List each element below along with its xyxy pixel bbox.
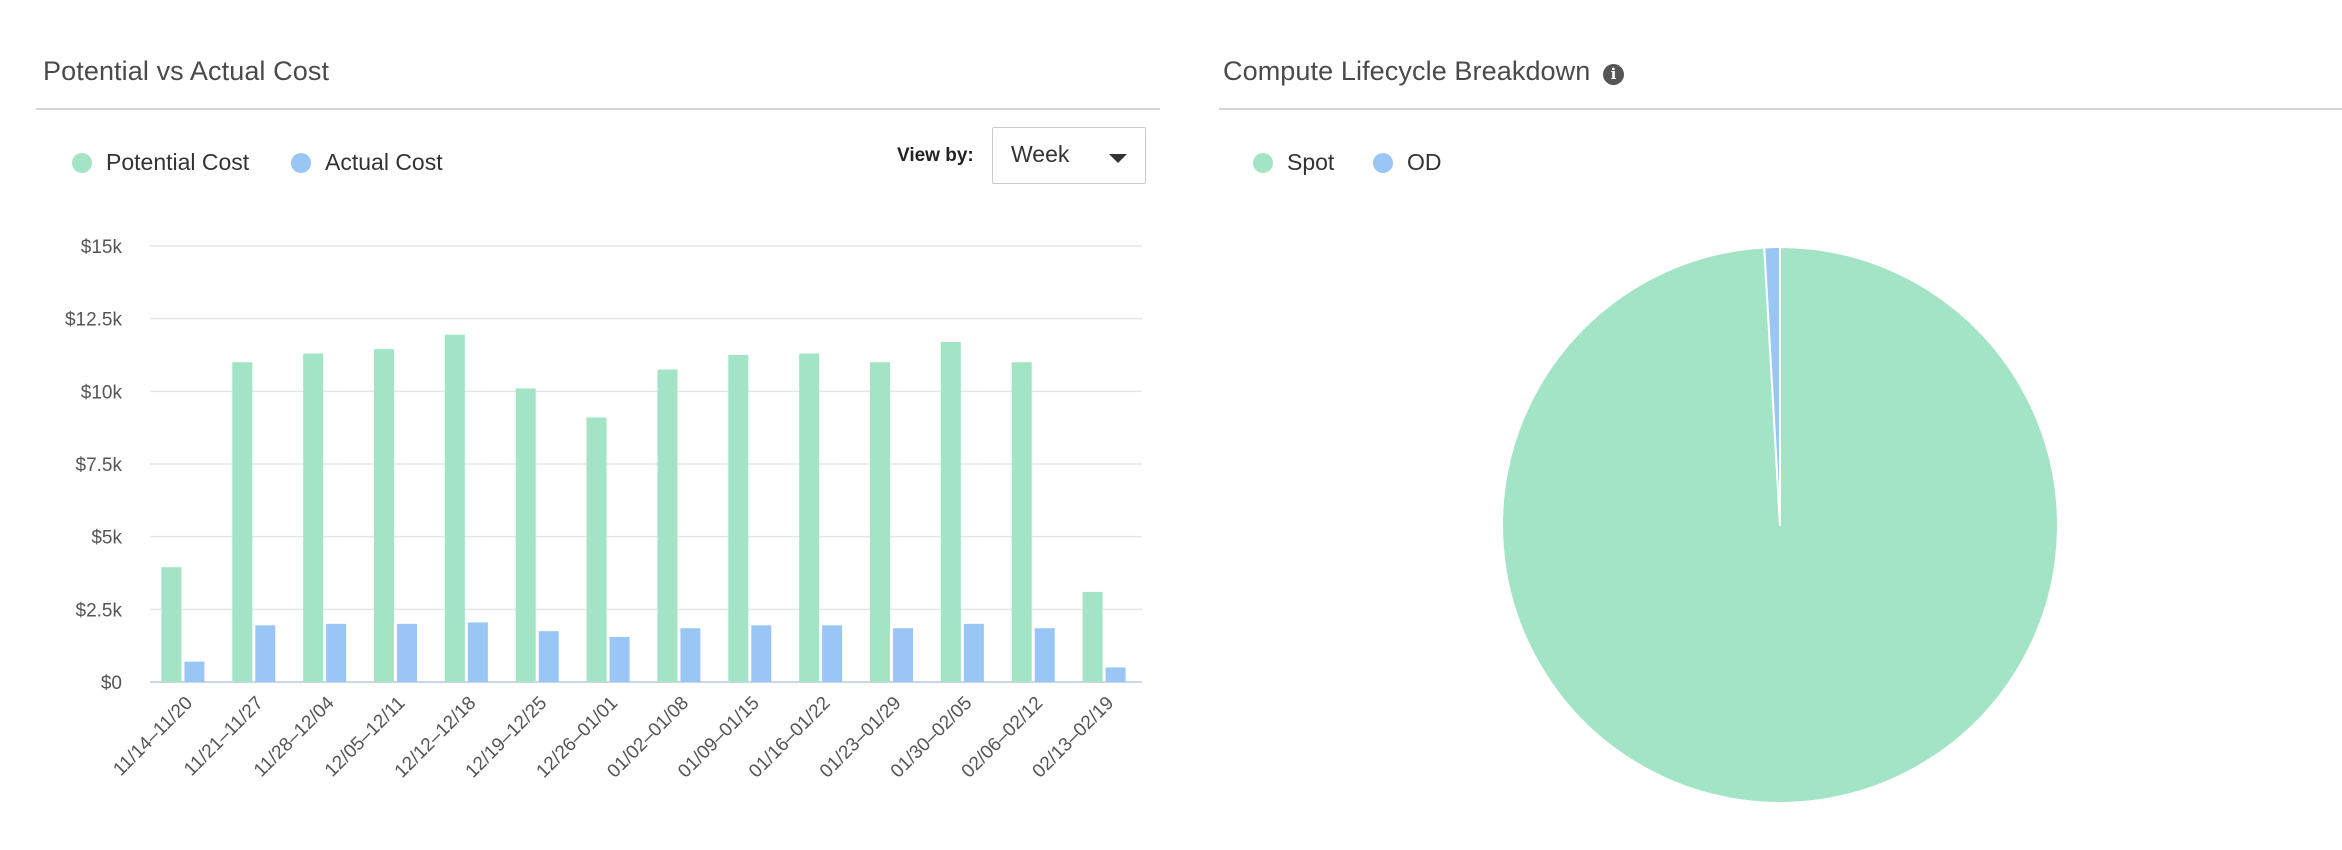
legend-actual-dot (291, 152, 311, 173)
actual-cost-bar[interactable] (822, 625, 843, 682)
cost-chart-divider (36, 108, 1160, 110)
y-tick-label: $10k (81, 382, 123, 403)
potential-cost-bar[interactable] (161, 567, 182, 682)
y-tick-label: $15k (81, 237, 123, 258)
legend-spot-dot (1253, 152, 1273, 173)
potential-cost-bar[interactable] (444, 334, 465, 682)
actual-cost-bar[interactable] (1034, 628, 1055, 682)
legend-od-label: OD (1407, 149, 1442, 175)
actual-cost-bar[interactable] (326, 623, 347, 682)
cost-bar-chart: $0$2.5k$5k$7.5k$10k$12.5k$15k11/14–11/20… (65, 237, 1142, 782)
legend-potential-cost[interactable]: Potential Cost (72, 149, 249, 176)
legend-actual-label: Actual Cost (325, 149, 443, 175)
potential-cost-bar[interactable] (586, 417, 607, 682)
od-slice[interactable] (1763, 246, 1781, 526)
potential-cost-bar[interactable] (657, 369, 678, 682)
y-tick-label: $7.5k (76, 455, 123, 476)
cost-chart-title: Potential vs Actual Cost (43, 56, 330, 86)
legend-spot[interactable]: Spot (1253, 149, 1334, 176)
potential-cost-bar[interactable] (1011, 362, 1032, 682)
actual-cost-bar[interactable] (963, 623, 984, 682)
y-tick-label: $5k (91, 528, 122, 549)
potential-cost-bar[interactable] (303, 353, 324, 682)
actual-cost-bar[interactable] (680, 628, 701, 682)
potential-cost-bar[interactable] (799, 353, 820, 682)
actual-cost-bar[interactable] (1105, 667, 1126, 682)
potential-cost-bar[interactable] (870, 362, 890, 682)
lifecycle-chart-divider (1219, 108, 2342, 110)
legend-potential-label: Potential Cost (106, 149, 250, 175)
actual-cost-bar[interactable] (609, 636, 630, 682)
actual-cost-bar[interactable] (397, 623, 417, 682)
legend-od[interactable]: OD (1373, 149, 1442, 176)
legend-potential-dot (72, 152, 92, 173)
info-icon[interactable]: i (1603, 64, 1624, 85)
potential-cost-bar[interactable] (1082, 591, 1103, 682)
legend-actual-cost[interactable]: Actual Cost (291, 149, 443, 176)
potential-cost-bar[interactable] (374, 349, 394, 682)
view-by-select[interactable]: Week (992, 127, 1146, 184)
y-tick-label: $0 (101, 673, 122, 694)
actual-cost-bar[interactable] (467, 622, 488, 682)
actual-cost-bar[interactable] (255, 625, 276, 682)
legend-spot-label: Spot (1287, 149, 1335, 175)
potential-cost-bar[interactable] (728, 355, 749, 682)
actual-cost-bar[interactable] (184, 661, 205, 682)
view-by-value: Week (1011, 141, 1070, 167)
potential-cost-bar[interactable] (232, 362, 253, 682)
actual-cost-bar[interactable] (538, 631, 559, 682)
potential-cost-bar[interactable] (940, 341, 961, 682)
view-by-label: View by: (897, 145, 974, 166)
y-tick-label: $2.5k (76, 600, 123, 621)
potential-cost-bar[interactable] (515, 388, 536, 682)
y-tick-label: $12.5k (65, 310, 123, 331)
lifecycle-chart-title: Compute Lifecycle Breakdown (1223, 56, 1591, 86)
legend-od-dot (1373, 152, 1393, 173)
actual-cost-bar[interactable] (751, 625, 772, 682)
chevron-down-icon (1109, 154, 1127, 163)
actual-cost-bar[interactable] (893, 628, 913, 682)
